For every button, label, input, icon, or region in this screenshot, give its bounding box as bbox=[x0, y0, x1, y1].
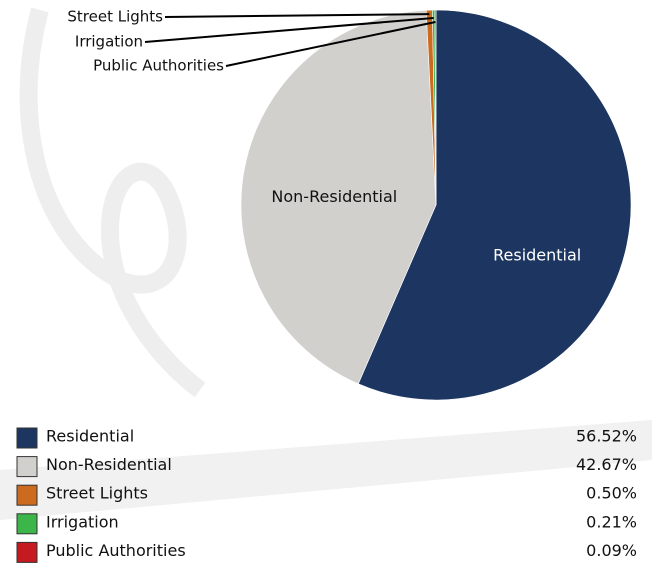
legend-label: Street Lights bbox=[46, 484, 148, 503]
legend-value: 56.52% bbox=[576, 427, 637, 446]
legend-label: Public Authorities bbox=[46, 541, 186, 560]
legend-swatch bbox=[17, 457, 37, 477]
callout-label: Public Authorities bbox=[93, 57, 224, 75]
legend-swatch bbox=[17, 542, 37, 562]
legend-swatch bbox=[17, 514, 37, 534]
legend-value: 42.67% bbox=[576, 455, 637, 474]
legend-label: Residential bbox=[46, 427, 134, 446]
callout-label: Irrigation bbox=[75, 33, 143, 51]
slice-label: Residential bbox=[493, 246, 581, 265]
legend-value: 0.09% bbox=[586, 541, 637, 560]
legend-value: 0.50% bbox=[586, 484, 637, 503]
chart: Residential Non-Residential Street Lights I… bbox=[0, 0, 652, 565]
legend-value: 0.21% bbox=[586, 512, 637, 531]
legend-swatch bbox=[17, 485, 37, 505]
legend-swatch bbox=[17, 428, 37, 448]
slice-label: Non-Residential bbox=[271, 187, 397, 206]
page: Residential Non-Residential Street Lights I… bbox=[0, 0, 652, 565]
callout-label: Street Lights bbox=[67, 8, 163, 26]
legend-label: Non-Residential bbox=[46, 455, 172, 474]
legend-label: Irrigation bbox=[46, 512, 119, 531]
